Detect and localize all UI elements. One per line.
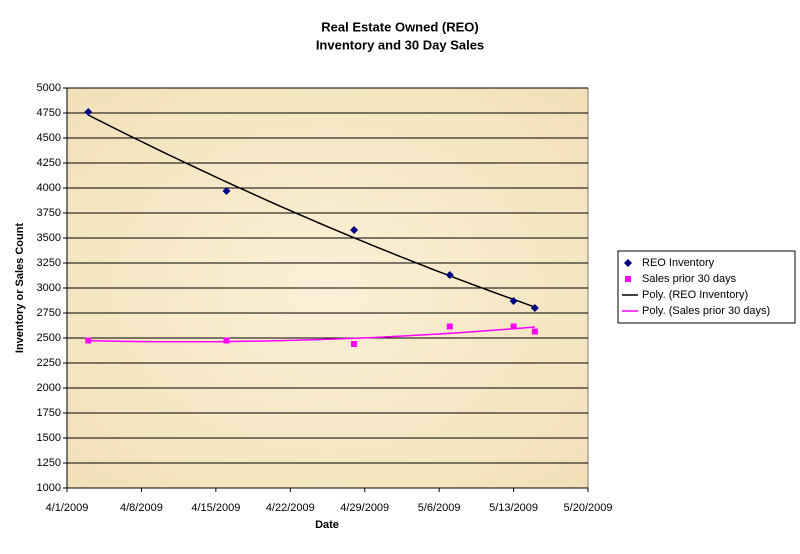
y-tick-label: 3500 [37,232,61,244]
y-tick-label: 4250 [37,157,61,169]
y-tick-label: 2500 [37,332,61,344]
data-point [350,226,359,234]
data-point [351,341,358,347]
x-tick-label: 5/13/2009 [489,502,538,514]
data-point [222,187,231,195]
y-tick-label: 3250 [37,257,61,269]
data-point [530,304,539,312]
y-tick-label: 3000 [37,282,61,294]
data-point [509,297,518,305]
chart-subtitle: Inventory and 30 Day Sales [316,37,484,52]
data-point [223,337,230,344]
data-point [85,337,92,344]
y-axis-title: Inventory or Sales Count [14,223,26,354]
data-point [531,328,538,335]
data-point [510,323,517,330]
data-point [84,108,93,116]
y-tick-label: 1000 [37,482,61,494]
y-tick-label: 1500 [37,432,61,444]
trendline [87,114,536,308]
y-tick-label: 4500 [37,132,61,144]
y-tick-label: 1750 [37,407,61,419]
x-tick-label: 5/6/2009 [418,502,461,514]
data-point [624,259,632,267]
y-tick-label: 5000 [37,82,61,94]
x-axis-title: Date [315,519,339,531]
y-tick-label: 3750 [37,207,61,219]
trendline [88,326,535,343]
legend-label: Poly. (Sales prior 30 days) [642,305,770,317]
legend-label: Sales prior 30 days [642,273,737,285]
x-tick-label: 5/20/2009 [564,502,613,514]
legend-label: REO Inventory [642,257,715,269]
y-tick-label: 2000 [37,382,61,394]
chart-title: Real Estate Owned (REO) [321,19,478,34]
legend-box [617,250,796,324]
data-point [625,276,631,282]
y-tick-label: 2250 [37,357,61,369]
x-tick-label: 4/15/2009 [191,502,240,514]
x-tick-label: 4/1/2009 [46,502,89,514]
y-tick-label: 4000 [37,182,61,194]
x-tick-label: 4/22/2009 [266,502,315,514]
data-point [446,323,453,330]
legend-label: Poly. (REO Inventory) [642,289,748,301]
y-tick-label: 4750 [37,107,61,119]
data-point [445,271,454,279]
x-tick-label: 4/29/2009 [340,502,389,514]
x-tick-label: 4/8/2009 [120,502,163,514]
y-tick-label: 2750 [37,307,61,319]
y-tick-label: 1250 [37,457,61,469]
